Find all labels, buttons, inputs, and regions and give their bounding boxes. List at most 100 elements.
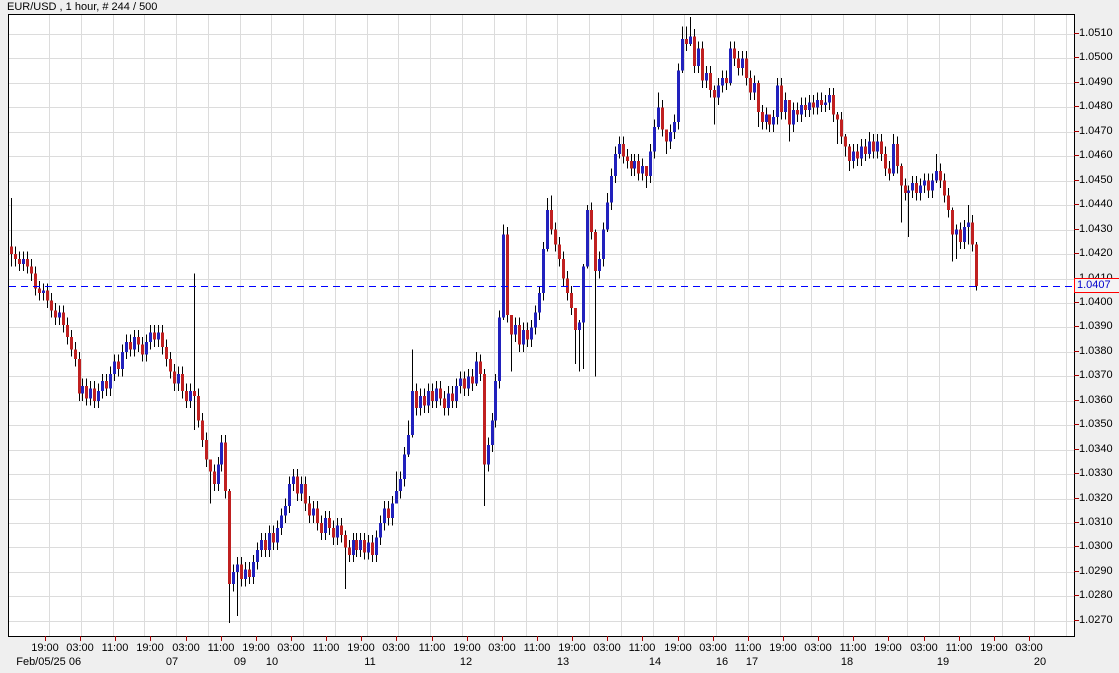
time-axis-tick: [678, 636, 679, 641]
candle-body: [848, 146, 851, 162]
price-axis-label: 1.0420: [1079, 247, 1113, 259]
date-axis-label: 18: [840, 656, 854, 668]
candle-body: [320, 523, 323, 533]
time-axis-tick: [467, 636, 468, 641]
candle-body: [614, 153, 617, 176]
candle-body: [943, 180, 946, 196]
candle-body: [54, 310, 57, 318]
price-axis-tick: [1074, 571, 1079, 572]
candle-body: [165, 346, 168, 360]
time-axis-label: 19:00: [874, 642, 902, 654]
chart-title: EUR/USD , 1 hour, # 244 / 500: [7, 1, 158, 13]
candle-body: [836, 114, 839, 120]
current-price-tag: 1.0407: [1074, 278, 1119, 293]
price-axis-tick: [1074, 375, 1079, 376]
candle-body: [959, 229, 962, 242]
time-axis-tick: [713, 636, 714, 641]
candle-body: [133, 337, 136, 350]
candle-body: [649, 151, 652, 176]
candle-body: [209, 459, 212, 472]
candle-body: [566, 278, 569, 294]
price-axis-label: 1.0450: [1079, 174, 1113, 186]
candle-body: [562, 258, 565, 279]
candle-body: [844, 136, 847, 147]
time-axis-label: 19:00: [980, 642, 1008, 654]
price-axis-label: 1.0300: [1079, 540, 1113, 552]
candle-body: [657, 107, 660, 127]
candle-body: [431, 390, 434, 401]
candle-body: [765, 114, 768, 123]
candle-body: [224, 442, 227, 492]
candle-body: [923, 180, 926, 186]
candle-body: [14, 254, 17, 259]
candle-body: [721, 78, 724, 86]
time-axis-label: 19:00: [31, 642, 59, 654]
candle-body: [927, 180, 930, 191]
candle-body: [213, 471, 216, 484]
candle-body: [491, 420, 494, 445]
candle-body: [872, 141, 875, 152]
candle-body: [852, 151, 855, 162]
price-axis-label: 1.0490: [1079, 76, 1113, 88]
candle-body: [284, 505, 287, 516]
candle-body: [896, 144, 899, 167]
candle-body: [633, 161, 636, 169]
date-axis-label: 19: [936, 656, 950, 668]
date-axis-label: 09: [233, 656, 247, 668]
time-axis-tick: [291, 636, 292, 641]
price-axis-tick: [1074, 449, 1079, 450]
candle-body: [197, 395, 200, 421]
price-axis-tick: [1074, 522, 1079, 523]
price-axis-label: 1.0380: [1079, 345, 1113, 357]
candle-body: [427, 390, 430, 406]
candle-body: [741, 58, 744, 69]
candle-body: [645, 166, 648, 176]
price-axis-tick: [1074, 302, 1079, 303]
price-axis-label: 1.0320: [1079, 492, 1113, 504]
candle-body: [411, 390, 414, 435]
candle-body: [383, 508, 386, 523]
candle-body: [145, 342, 148, 355]
time-axis-label: 03:00: [66, 642, 94, 654]
candle-body: [177, 373, 180, 384]
candle-body: [189, 390, 192, 401]
time-axis-tick: [783, 636, 784, 641]
candle-body: [308, 503, 311, 516]
candle-body: [753, 82, 756, 93]
date-axis-label: 11: [364, 656, 376, 668]
time-axis-tick: [572, 636, 573, 641]
price-axis-tick: [1074, 424, 1079, 425]
candle-body: [681, 38, 684, 71]
candle-body: [951, 210, 954, 235]
candle-body: [316, 508, 319, 523]
candle-body: [610, 175, 613, 203]
candle-body: [558, 244, 561, 259]
candle-body: [367, 542, 370, 553]
price-axis-label: 1.0510: [1079, 27, 1113, 39]
price-axis-label: 1.0280: [1079, 589, 1113, 601]
candle-body: [717, 85, 720, 98]
candle-body: [70, 337, 73, 350]
price-axis-tick: [1074, 33, 1079, 34]
time-axis-label: 03:00: [277, 642, 305, 654]
price-axis-tick: [1074, 106, 1079, 107]
candle-body: [907, 190, 910, 193]
candle-body: [963, 227, 966, 242]
candle-body: [280, 515, 283, 528]
time-axis-tick: [256, 636, 257, 641]
candle-body: [772, 117, 775, 125]
time-axis-tick: [45, 636, 46, 641]
candle-body: [332, 527, 335, 538]
candle-body: [300, 483, 303, 494]
time-axis-label: 19:00: [453, 642, 481, 654]
candle-body: [641, 166, 644, 174]
candle-body: [58, 312, 61, 318]
candle-body: [526, 329, 529, 340]
date-axis-label: 14: [648, 656, 662, 668]
candle-body: [931, 180, 934, 191]
candle-body: [304, 483, 307, 504]
price-chart-surface[interactable]: [8, 14, 1075, 637]
candle-body: [348, 547, 351, 555]
candle-body: [185, 390, 188, 401]
candle-body: [864, 146, 867, 154]
